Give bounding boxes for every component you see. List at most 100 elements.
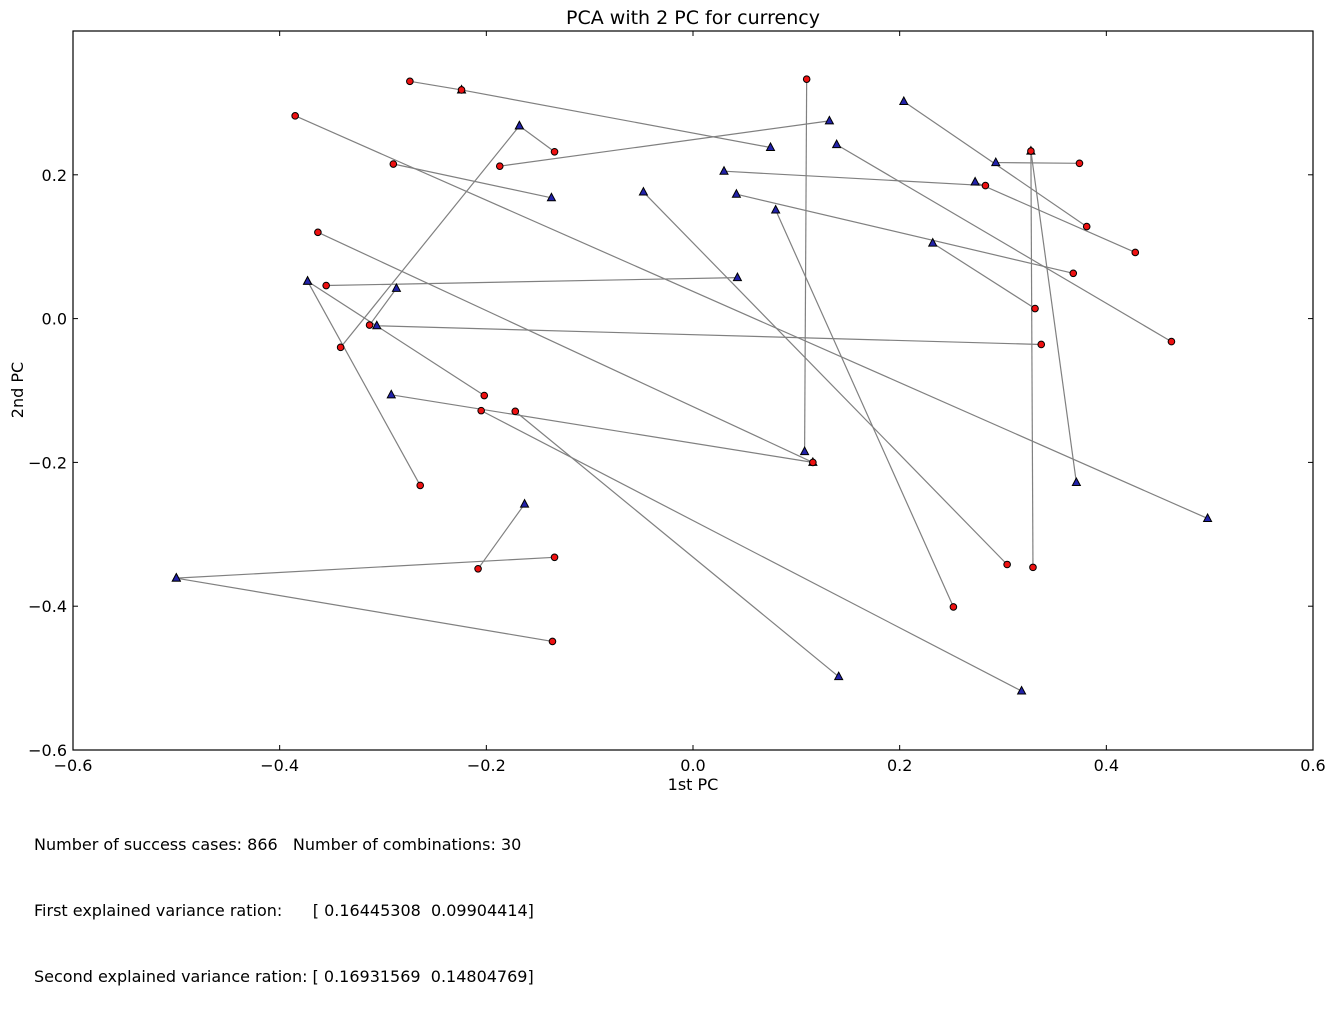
circle-point xyxy=(550,147,559,156)
circle-point xyxy=(1003,560,1011,569)
triangle-point xyxy=(799,446,810,456)
circle-point xyxy=(1131,248,1140,257)
triangle-point xyxy=(824,115,835,125)
connector-line xyxy=(369,288,397,326)
circle-point xyxy=(1037,340,1046,349)
circle-point xyxy=(322,281,330,290)
circle-point xyxy=(802,75,811,83)
connector-line xyxy=(307,280,421,486)
circle-point xyxy=(474,565,482,573)
triangle-point xyxy=(833,671,844,681)
connector-line xyxy=(477,503,526,570)
circle-point xyxy=(548,637,557,646)
summary-text: Number of success cases: 866 Number of c… xyxy=(34,790,534,1010)
circle-point xyxy=(511,407,520,416)
circle-point xyxy=(1069,269,1078,278)
connector-line xyxy=(736,193,1074,274)
connector-line xyxy=(974,181,1136,254)
connector-line xyxy=(294,115,1208,520)
triangle-point xyxy=(770,204,781,214)
triangle-point xyxy=(514,120,525,130)
x-tick-label: 0.4 xyxy=(1094,756,1119,775)
connector-line xyxy=(995,161,1080,164)
triangle-point xyxy=(546,192,557,202)
connector-line xyxy=(723,170,986,187)
circle-point xyxy=(365,321,374,329)
triangle-point xyxy=(1202,512,1213,522)
circle-point xyxy=(291,112,299,120)
circle-point xyxy=(389,160,398,168)
x-tick-label: −0.6 xyxy=(54,756,93,775)
y-tick-label: −0.4 xyxy=(28,597,67,616)
connector-line xyxy=(1030,151,1034,568)
x-tick-label: −0.2 xyxy=(467,756,506,775)
triangle-point xyxy=(765,141,776,151)
triangle-point xyxy=(990,157,1001,167)
circle-point xyxy=(406,77,414,86)
connector-line xyxy=(461,89,771,149)
pca-chart: −0.6 −0.4 −0.2 0.0 0.2 0.4 0.6 −0.6 −0.4 −0.2 0.0 0… xyxy=(8,7,1326,790)
circle-point xyxy=(1167,337,1176,346)
x-axis-label: 1st PC xyxy=(668,775,719,790)
x-tick-label: 0.6 xyxy=(1300,756,1325,775)
connector-lines xyxy=(176,79,1208,692)
connector-line xyxy=(376,325,1042,346)
circle-point xyxy=(550,553,559,562)
x-tick-label: 0.2 xyxy=(887,756,912,775)
connector-line xyxy=(514,410,840,678)
markers xyxy=(171,75,1213,695)
triangle-point xyxy=(732,272,743,282)
triangle-point xyxy=(391,282,402,292)
connector-line xyxy=(519,125,555,153)
connector-line xyxy=(932,242,1036,310)
chart-title: PCA with 2 PC for currency xyxy=(566,7,820,29)
summary-line-cases: Number of success cases: 866 Number of c… xyxy=(34,835,522,854)
connector-line xyxy=(642,191,1008,565)
connector-line xyxy=(176,577,553,643)
circle-point xyxy=(416,481,425,490)
circle-point xyxy=(1075,159,1084,168)
connector-line xyxy=(409,80,462,91)
triangle-point xyxy=(386,389,397,399)
triangle-point xyxy=(831,139,842,149)
circle-point xyxy=(480,391,489,400)
circle-point xyxy=(495,162,504,170)
triangle-point xyxy=(171,572,182,582)
connector-line xyxy=(836,144,1172,343)
circle-point xyxy=(949,603,958,611)
connector-line xyxy=(326,277,738,287)
summary-line-first-variance: First explained variance ration: [ 0.164… xyxy=(34,901,534,920)
triangle-point xyxy=(371,320,382,330)
circle-point xyxy=(1029,563,1037,572)
y-tick-label: 0.0 xyxy=(42,310,67,329)
triangle-point xyxy=(638,186,649,196)
y-axis-label: 2nd PC xyxy=(8,362,27,418)
connector-line xyxy=(391,394,813,463)
circle-point xyxy=(1031,304,1039,313)
triangle-point xyxy=(719,165,729,175)
triangle-point xyxy=(1071,476,1082,487)
circle-point xyxy=(457,86,466,94)
circle-point xyxy=(809,458,817,467)
connector-line xyxy=(499,120,830,167)
x-tick-label: −0.4 xyxy=(260,756,299,775)
circle-point xyxy=(1082,222,1091,231)
y-tick-label: −0.2 xyxy=(28,453,67,472)
triangle-point xyxy=(731,188,742,198)
summary-line-second-variance: Second explained variance ration: [ 0.16… xyxy=(34,967,534,986)
connector-line xyxy=(307,280,485,397)
y-tick-label: −0.6 xyxy=(28,741,67,760)
triangle-point xyxy=(1016,685,1027,695)
connector-line xyxy=(176,556,555,579)
triangle-point xyxy=(970,176,980,186)
x-tick-label: 0.0 xyxy=(680,756,705,775)
triangle-point xyxy=(898,95,909,105)
connector-line xyxy=(340,125,520,348)
circle-point xyxy=(336,343,345,352)
triangle-point xyxy=(302,275,313,285)
connector-line xyxy=(775,209,954,608)
y-tick-label: 0.2 xyxy=(42,166,67,185)
circle-point xyxy=(314,228,322,237)
connector-line xyxy=(317,231,814,463)
axis-ticks: −0.6 −0.4 −0.2 0.0 0.2 0.4 0.6 −0.6 −0.4 −0.2 0.0 0… xyxy=(28,31,1326,775)
